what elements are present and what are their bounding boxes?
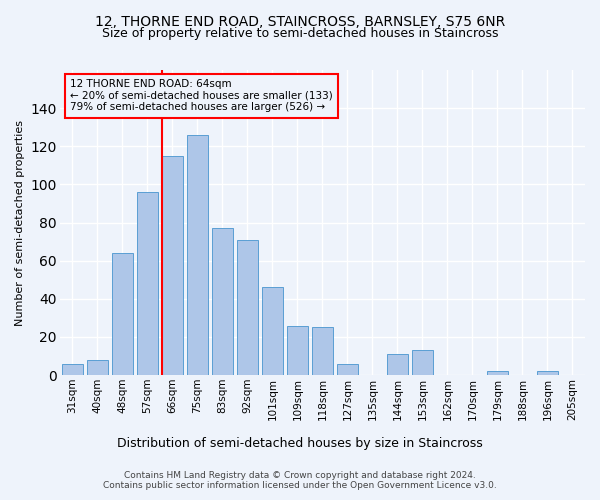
Bar bbox=[212, 228, 233, 375]
Bar bbox=[387, 354, 408, 375]
Text: Size of property relative to semi-detached houses in Staincross: Size of property relative to semi-detach… bbox=[102, 28, 498, 40]
Bar bbox=[137, 192, 158, 375]
Bar bbox=[537, 372, 558, 375]
Text: Contains HM Land Registry data © Crown copyright and database right 2024.: Contains HM Land Registry data © Crown c… bbox=[124, 471, 476, 480]
Bar bbox=[86, 360, 108, 375]
Text: 12, THORNE END ROAD, STAINCROSS, BARNSLEY, S75 6NR: 12, THORNE END ROAD, STAINCROSS, BARNSLE… bbox=[95, 15, 505, 29]
Bar bbox=[412, 350, 433, 375]
Bar bbox=[187, 135, 208, 375]
Bar bbox=[236, 240, 258, 375]
Y-axis label: Number of semi-detached properties: Number of semi-detached properties bbox=[15, 120, 25, 326]
Bar bbox=[337, 364, 358, 375]
Bar bbox=[161, 156, 183, 375]
Bar bbox=[262, 288, 283, 375]
Text: Distribution of semi-detached houses by size in Staincross: Distribution of semi-detached houses by … bbox=[117, 438, 483, 450]
Bar bbox=[62, 364, 83, 375]
Bar bbox=[287, 326, 308, 375]
Text: Contains public sector information licensed under the Open Government Licence v3: Contains public sector information licen… bbox=[103, 481, 497, 490]
Bar bbox=[312, 328, 333, 375]
Text: 12 THORNE END ROAD: 64sqm
← 20% of semi-detached houses are smaller (133)
79% of: 12 THORNE END ROAD: 64sqm ← 20% of semi-… bbox=[70, 79, 333, 112]
Bar bbox=[112, 253, 133, 375]
Bar bbox=[487, 372, 508, 375]
